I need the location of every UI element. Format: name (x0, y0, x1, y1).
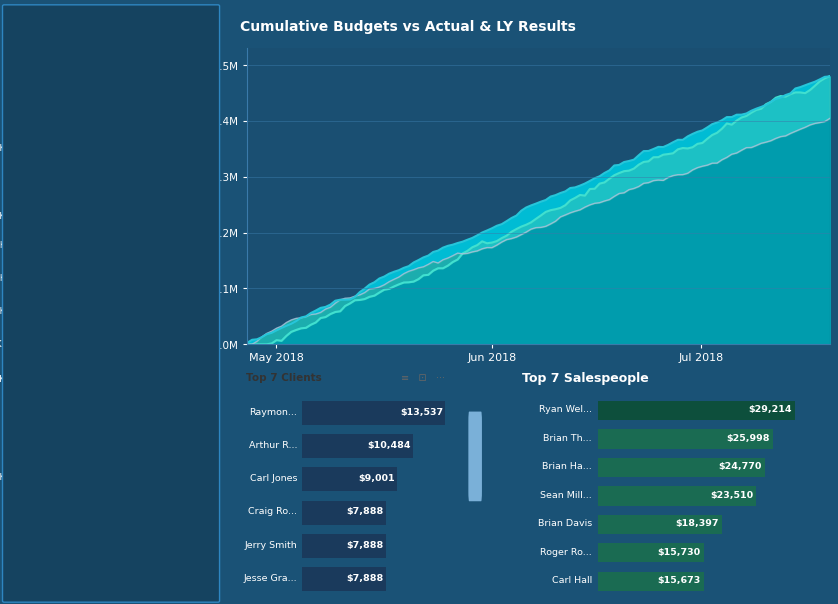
Text: $18,397: $18,397 (675, 519, 719, 528)
Text: Jerry Smith: Jerry Smith (245, 541, 297, 550)
Text: Carl Hall: Carl Hall (551, 576, 592, 585)
Text: Cumulative Budgets vs Actual & LY Results: Cumulative Budgets vs Actual & LY Result… (240, 20, 576, 34)
Text: Carl Jones: Carl Jones (250, 474, 297, 483)
Text: $7,888: $7,888 (346, 507, 383, 516)
Bar (302, 467, 397, 491)
FancyBboxPatch shape (468, 411, 482, 501)
Bar (302, 501, 385, 524)
Text: $29,214: $29,214 (748, 405, 791, 414)
Text: Brian Ha...: Brian Ha... (542, 462, 592, 471)
Bar (598, 458, 765, 477)
Bar (302, 534, 385, 557)
Text: Ryan Wel...: Ryan Wel... (539, 405, 592, 414)
Text: $13,537: $13,537 (400, 408, 443, 417)
Bar (302, 434, 413, 458)
Text: $7,888: $7,888 (346, 574, 383, 583)
Text: $15,673: $15,673 (657, 576, 701, 585)
Text: 28/07/2018: 28/07/2018 (127, 62, 193, 72)
Text: $24,770: $24,770 (718, 462, 762, 471)
Bar (598, 515, 722, 534)
Text: Actuals vs Budgets (Cumulative): Actuals vs Budgets (Cumulative) (10, 222, 214, 231)
FancyBboxPatch shape (10, 48, 105, 89)
Text: 1/05/2018: 1/05/2018 (30, 62, 89, 72)
Bar (598, 571, 704, 591)
Text: Top 7 Clients: Top 7 Clients (246, 373, 322, 383)
Text: Arthur R...: Arthur R... (249, 441, 297, 450)
Text: Brian Davis: Brian Davis (538, 519, 592, 528)
Text: Cumulative Budgets: Cumulative Budgets (451, 51, 556, 60)
Text: Raymon...: Raymon... (249, 408, 297, 417)
Text: Roger Ro...: Roger Ro... (541, 548, 592, 557)
Bar (302, 401, 446, 425)
Bar (302, 567, 385, 591)
Text: Actuals vs LY (Cumulative): Actuals vs LY (Cumulative) (10, 350, 176, 360)
Bar (598, 543, 704, 562)
FancyBboxPatch shape (111, 48, 210, 89)
Text: $25,998: $25,998 (727, 434, 770, 443)
Text: Brian Th...: Brian Th... (543, 434, 592, 443)
Text: ≡   ⊡   ···: ≡ ⊡ ··· (401, 373, 445, 383)
Bar (598, 486, 756, 506)
Text: Sean Mill...: Sean Mill... (541, 491, 592, 500)
Text: ≡   ⊡   ···: ≡ ⊡ ··· (134, 20, 178, 30)
Text: $10,484: $10,484 (367, 441, 411, 450)
Text: Cumulative Sales LY: Cumulative Sales LY (631, 51, 736, 60)
Bar (598, 400, 794, 420)
Bar (598, 429, 773, 449)
Text: $9,001: $9,001 (359, 474, 395, 483)
Text: $23,510: $23,510 (710, 491, 753, 500)
Text: $15,730: $15,730 (658, 548, 701, 557)
Text: Cumulative Sales: Cumulative Sales (271, 51, 361, 60)
Text: Jesse Gra...: Jesse Gra... (244, 574, 297, 583)
Text: Craig Ro...: Craig Ro... (248, 507, 297, 516)
Text: Actuals vs Budgets (Daily): Actuals vs Budgets (Daily) (10, 105, 175, 115)
Text: Top 7 Salespeople: Top 7 Salespeople (521, 371, 649, 385)
Text: $7,888: $7,888 (346, 541, 383, 550)
